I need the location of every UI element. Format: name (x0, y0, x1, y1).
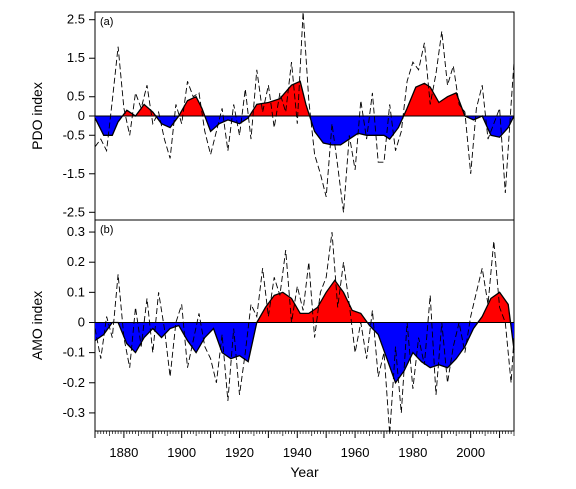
amo-panel-label: (b) (100, 224, 113, 236)
y-tick-label: 0 (78, 108, 85, 123)
y-tick-label: 0.5 (67, 89, 85, 104)
y-tick-label: 1.5 (67, 50, 85, 65)
negative-phase-area (309, 116, 404, 145)
negative-phase-area (95, 322, 113, 341)
amo-dashed-series (94, 232, 515, 435)
negative-phase-area (367, 322, 478, 383)
x-tick-label: 1880 (109, 445, 138, 460)
x-axis-label: Year (290, 464, 319, 480)
negative-phase-area (464, 116, 483, 120)
amo-y-axis-label: AMO index (29, 291, 45, 360)
y-tick-label: -2.5 (63, 204, 85, 219)
negative-phase-area (155, 116, 179, 128)
x-tick-label: 1920 (225, 445, 254, 460)
positive-phase-area (403, 83, 465, 116)
y-tick-label: 0.3 (67, 224, 85, 239)
x-tick-label: 1960 (341, 445, 370, 460)
pdo-y-axis-label: PDO index (29, 82, 45, 150)
y-tick-label: 0.1 (67, 284, 85, 299)
pdo-y-axis: -2.5 -1.5 -0.5 0 0.5 1.5 2.5 (63, 12, 95, 219)
pdo-panel: -2.5 -1.5 -0.5 0 0.5 1.5 2.5 (a) PDO index (29, 11, 515, 221)
x-tick-label: 1940 (283, 445, 312, 460)
amo-y-axis: -0.3 -0.2 -0.1 0 0.1 0.2 0.3 (63, 224, 95, 420)
y-tick-label: 0 (78, 314, 85, 329)
x-tick-label: 1980 (398, 445, 427, 460)
pdo-filled-area (95, 81, 514, 145)
x-tick-label: 2000 (456, 445, 485, 460)
y-tick-label: -0.2 (63, 375, 85, 390)
negative-phase-area (482, 116, 514, 138)
y-tick-label: 0.2 (67, 254, 85, 269)
pdo-dashed-series (94, 11, 515, 213)
y-tick-label: -1.5 (63, 166, 85, 181)
x-axis: 1880 1900 1920 1940 1960 1980 2000 (94, 431, 515, 460)
amo-panel: -0.3-0.2-0.100.10.20.3 1880 1900 1920 1940 1… (29, 219, 515, 480)
y-tick-label: -0.3 (63, 405, 85, 420)
y-tick-label: -0.1 (63, 345, 85, 360)
x-tick-label: 1900 (167, 445, 196, 460)
y-tick-label: 2.5 (67, 12, 85, 27)
positive-phase-area (249, 81, 310, 116)
pdo-panel-label: (a) (100, 16, 113, 28)
y-tick-label: -0.5 (63, 127, 85, 142)
negative-phase-area (204, 116, 250, 132)
